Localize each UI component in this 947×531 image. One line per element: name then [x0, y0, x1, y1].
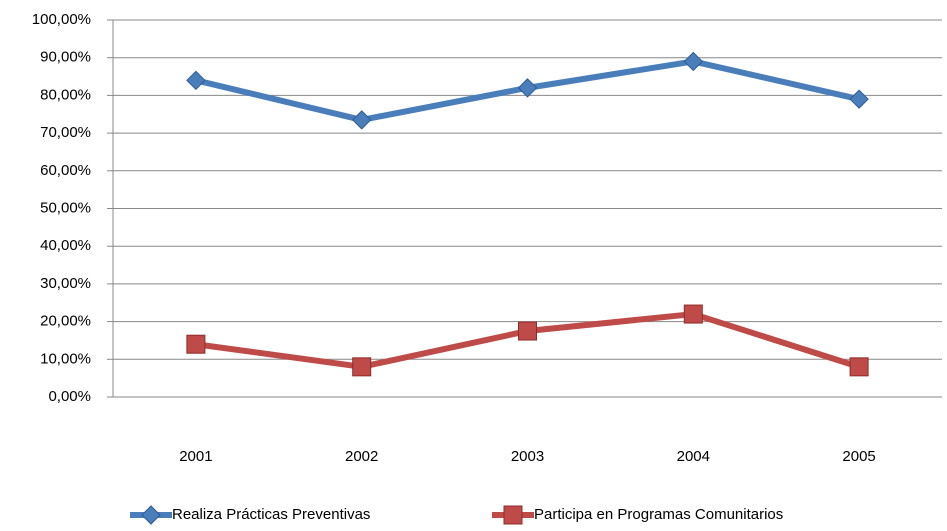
marker [186, 334, 206, 354]
y-tick-label: 60,00% [40, 162, 91, 179]
x-tick-label: 2003 [511, 448, 544, 465]
marker [141, 505, 161, 525]
x-tick-label: 2005 [842, 448, 875, 465]
x-tick-label: 2001 [179, 448, 212, 465]
marker [683, 51, 704, 72]
y-tick-label: 90,00% [40, 49, 91, 66]
marker [849, 89, 869, 109]
y-tick-label: 10,00% [40, 350, 91, 367]
y-tick-label: 40,00% [40, 237, 91, 254]
legend-label: Participa en Programas Comunitarios [534, 506, 783, 523]
marker [518, 321, 537, 341]
marker [186, 70, 206, 91]
y-tick-label: 70,00% [40, 124, 91, 141]
marker [503, 505, 523, 525]
y-tick-label: 80,00% [40, 86, 91, 103]
marker [849, 357, 869, 377]
y-tick-label: 20,00% [40, 313, 91, 330]
x-tick-label: 2004 [677, 448, 710, 465]
marker [683, 304, 703, 324]
legend-label: Realiza Prácticas Preventivas [172, 506, 370, 523]
y-tick-label: 50,00% [40, 199, 91, 216]
marker [517, 78, 538, 98]
marker [352, 357, 372, 377]
y-tick-label: 100,00% [32, 11, 91, 28]
x-tick-label: 2002 [345, 448, 378, 465]
marker [351, 110, 372, 130]
y-tick-label: 30,00% [40, 275, 91, 292]
y-tick-label: 0,00% [48, 388, 91, 405]
